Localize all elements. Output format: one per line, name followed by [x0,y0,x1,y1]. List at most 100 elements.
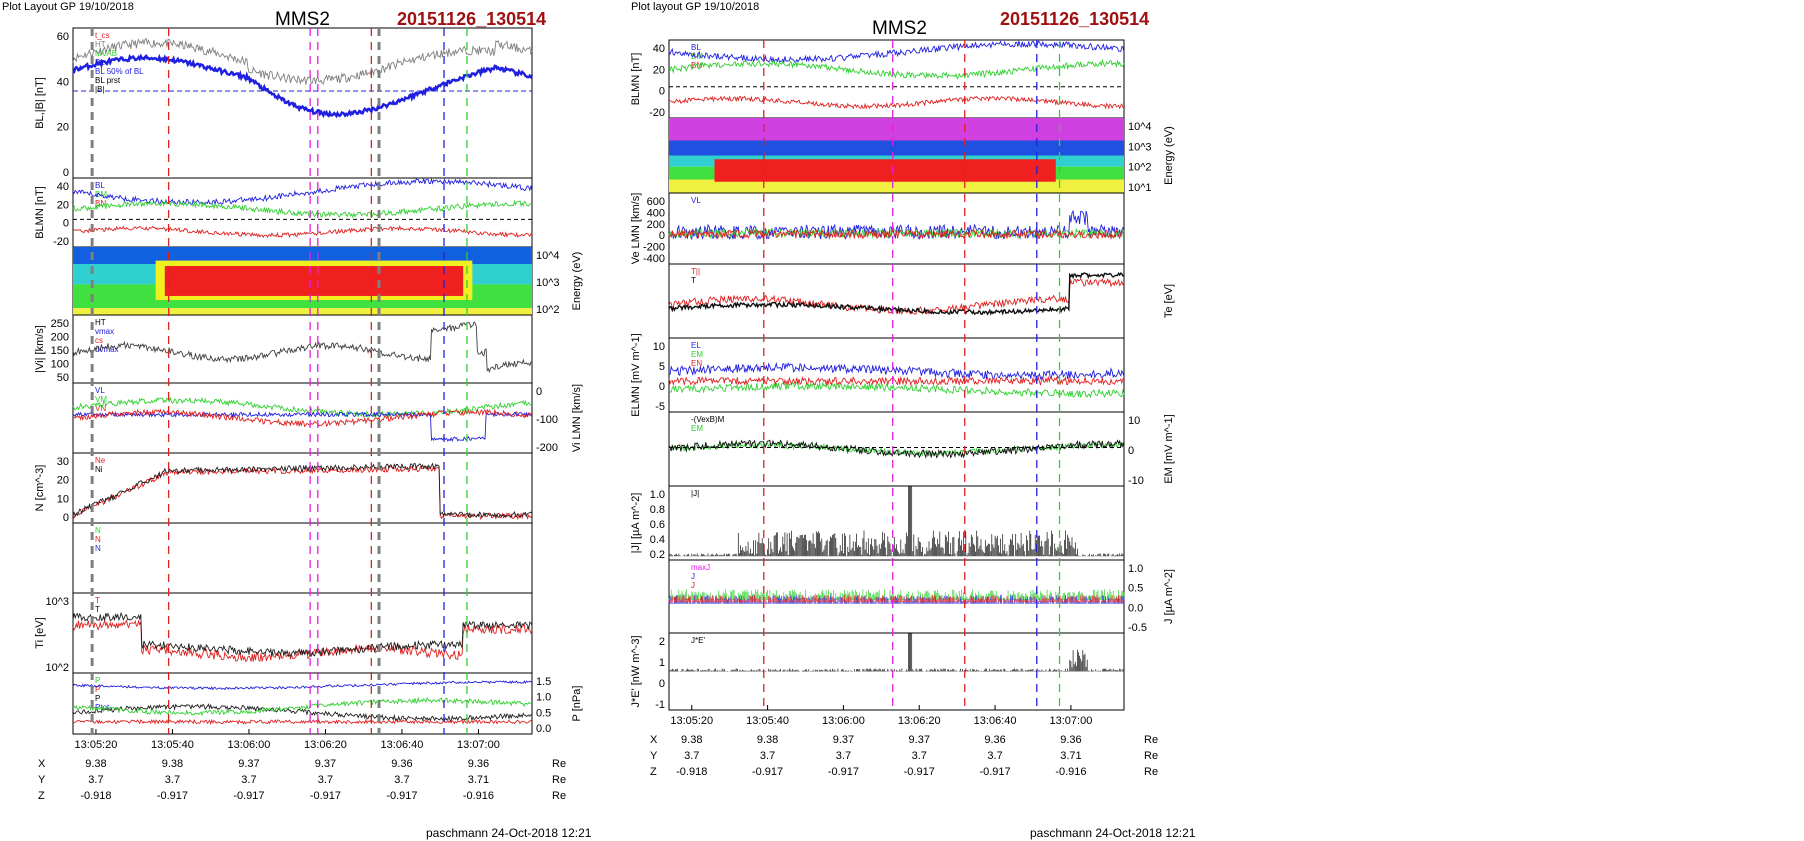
right-panel-8-legend-0: J*E' [691,636,705,645]
left-ephem-unit-2: Re [552,790,566,802]
right-panel-5-legend-0: -(VexB)M [691,415,725,424]
right-panel-0-tick-1: 20 [653,64,665,76]
left-panel-8-tick-0: 1.5 [536,676,551,688]
left-ephem-name-0: X [38,758,46,770]
right-panel-8-tick-2: 0 [659,678,665,690]
left-panel-7-tick-0: 10^3 [45,596,69,608]
right-ephem-Z-2: -0.917 [828,766,859,778]
right-panel-3-legend-0: T|| [691,267,700,276]
right-panel-1-tick-1: 10^3 [1128,141,1152,153]
left-panel-3-legend-1: vmax [95,327,114,336]
right-panel-7-legend-1: J [691,572,695,581]
right-ephem-Y-1: 3.7 [760,750,775,762]
left-panel-3-legend-2: cs [95,336,103,345]
left-ephem-X-2: 9.37 [238,758,259,770]
left-panel-3-tick-4: 50 [57,372,69,384]
right-panel-7-tick-1: 0.5 [1128,583,1143,595]
right-BM-line [668,58,1125,80]
left-time-tick-5: 13:07:00 [457,739,500,751]
left-BN-lmn-line [72,225,533,239]
left-ephem-Z-5: -0.916 [463,790,494,802]
right-panel-0-tick-0: 40 [653,43,665,55]
left-panel-1-tick-0: 40 [57,181,69,193]
left-panel-0-legend-5: BL prst [95,76,121,85]
right-panel-1-tick-3: 10^1 [1128,182,1152,194]
right-panel-2-tick-5: -400 [643,253,665,265]
right-panel-6-ylabel: |J| [µA m^-2] [630,493,642,554]
left-ephem-X-4: 9.36 [391,758,412,770]
right-panel-0-ylabel: BLMN [nT] [630,53,642,106]
right-ephem-unit-1: Re [1144,750,1158,762]
right-layout-label: Plot layout GP 19/10/2018 [631,1,760,13]
right-panel-3-ylabel: Te [eV] [1163,284,1175,318]
right-panel-4-tick-0: 10 [653,341,665,353]
left-panel-0-tick-1: 40 [57,76,69,88]
right-panel-4-ylabel: ELMN [mV m^-1] [630,333,642,416]
left-ion-spectrogram-band-0 [73,247,532,264]
left-panel-8-legend-2: P [95,694,100,703]
left-panel-8-tick-1: 1.0 [536,692,551,704]
right-EL-line [668,361,1125,381]
right-panel-5-legend-1: EM [691,424,703,433]
right-panel-6-tick-0: 1.0 [650,489,665,501]
left-spacecraft-title: MMS2 [275,9,330,30]
left-panel-1-ylabel: BLMN [nT] [34,186,46,239]
left-layout-label: Plot Layout GP 19/10/2018 [2,1,134,13]
right-panel-7-tick-2: 0.0 [1128,602,1143,614]
left-panel-6-legend-1: N [95,535,101,544]
left-ion-spectrogram-band-3 [73,308,532,315]
left-time-tick-4: 13:06:40 [381,739,424,751]
right-ephem-X-2: 9.37 [833,734,854,746]
right-BL-line [668,40,1125,64]
left-Vi-magnitude-line [72,321,533,374]
right-Te-par-line [668,277,1125,316]
right-ephem-X-4: 9.36 [984,734,1005,746]
left-panel-5-tick-3: 0 [63,512,69,524]
left-time-tick-1: 13:05:40 [151,739,194,751]
left-panel-1-legend-0: BL [95,181,105,190]
right-EN-line [668,375,1125,387]
right-panel-8-ylabel: J*E' [nW m^-3] [630,635,642,707]
left-panel-4-legend-0: VL [95,386,105,395]
right-J-magnitude-spikes [668,486,1125,557]
right-ephem-name-1: Y [650,750,658,762]
left-panel-4-tick-0: 0 [536,386,542,398]
right-panel-3-legend-1: T [691,276,696,285]
right-panel-2-ylabel: Ve LMN [km/s] [630,193,642,265]
right-panel-4-legend-2: EN [691,359,702,368]
right-time-tick-4: 13:06:40 [974,715,1017,727]
right-panel-2-legend-0: VL [691,196,701,205]
right-ephem-X-3: 9.37 [909,734,930,746]
right-panel-4-tick-1: 5 [659,361,665,373]
left-ion-spectrogram [73,247,532,315]
right-JE-spikes [668,633,1125,672]
left-BL-line [72,53,534,119]
left-VM-line [72,411,533,443]
left-B-total-line [72,38,533,86]
left-ephem-Z-0: -0.918 [80,790,111,802]
left-ephem-X-3: 9.37 [315,758,336,770]
left-panel-5-tick-0: 30 [57,456,69,468]
right-VexB-line [668,439,1125,459]
left-ion-spectrogram-band-5 [164,266,464,296]
left-ephem-name-2: Z [38,790,45,802]
right-panel-1-tick-2: 10^2 [1128,162,1152,174]
right-panel-7-tick-3: -0.5 [1128,622,1147,634]
right-ephem-X-5: 9.36 [1060,734,1081,746]
right-panel-8-tick-3: -1 [655,699,665,711]
left-panel-8-legend-1: P [95,685,100,694]
right-panel-7-ylabel: J [µA m^-2] [1163,569,1175,624]
right-panel-6-tick-4: 0.2 [650,549,665,561]
right-panel-frame-3 [668,263,1125,339]
left-footer: paschmann 24-Oct-2018 12:21 [426,826,592,840]
left-Ti-line [72,611,533,657]
right-panel-6-tick-3: 0.4 [650,534,665,546]
left-panel-1-tick-2: 0 [63,218,69,230]
left-panel-7-tick-1: 10^2 [45,662,69,674]
left-event-id: 20151126_130514 [397,9,547,29]
left-ephem-unit-1: Re [552,774,566,786]
left-panel-3-tick-0: 250 [51,318,69,330]
left-panel-8-tick-3: 0.0 [536,723,551,735]
right-panel-4-legend-0: EL [691,341,701,350]
left-ephem-Z-3: -0.917 [310,790,341,802]
